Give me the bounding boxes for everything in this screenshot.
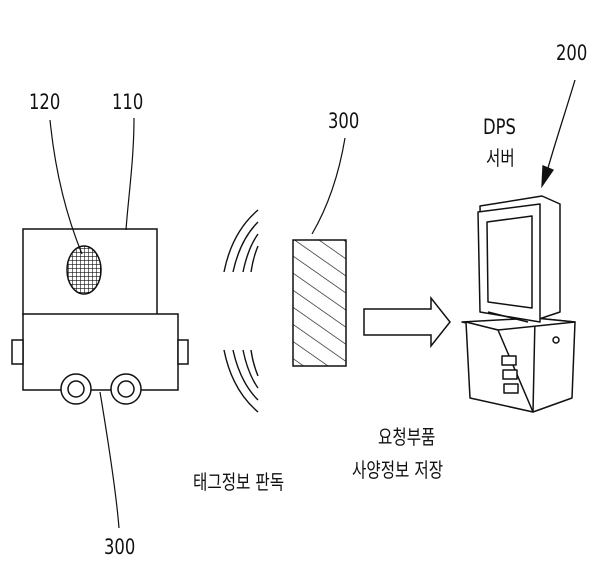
- ref-label-200: 200: [556, 41, 588, 65]
- server-label-server: 서버: [486, 146, 515, 170]
- vehicle-rear-wheel: [110, 373, 142, 405]
- rfid-tag-icon: [66, 245, 102, 295]
- monitor-stand: [487, 311, 529, 323]
- monitor-screen: [486, 215, 533, 309]
- leader-120: [49, 119, 83, 255]
- store-caption-line2: 사양정보 저장: [352, 458, 444, 482]
- server-label-dps: DPS: [483, 115, 516, 139]
- ref-label-300-vehicle: 300: [104, 535, 136, 559]
- leader-300-vehicle: [99, 391, 120, 529]
- drive-slot-icon: [502, 369, 518, 380]
- vehicle-lower-body: [22, 313, 179, 391]
- leader-lines: [49, 117, 346, 529]
- power-button-icon: [552, 336, 560, 344]
- ref-label-110: 110: [112, 90, 144, 114]
- leader-200: [541, 79, 576, 189]
- leader-110: [125, 117, 135, 231]
- vehicle-front-wheel: [60, 373, 92, 405]
- computer-base-front: [465, 321, 534, 413]
- computer-server: [461, 195, 576, 413]
- tag-read-caption: 태그정보 판독: [193, 470, 285, 494]
- tag-block: [292, 239, 347, 367]
- drive-slot-icon: [503, 383, 519, 394]
- vehicle: [11, 228, 189, 405]
- ref-label-300-tag: 300: [328, 109, 360, 133]
- ref-label-120: 120: [29, 90, 61, 114]
- drive-slot-icon: [501, 355, 517, 366]
- store-caption-line1: 요청부품: [378, 425, 436, 449]
- arrow-right-icon: [363, 295, 451, 349]
- computer-base-right: [532, 317, 576, 413]
- vehicle-left-bumper: [11, 339, 24, 365]
- leader-300-tag: [311, 137, 346, 235]
- vehicle-right-bumper: [177, 339, 189, 365]
- radio-wave-icon: [223, 209, 259, 413]
